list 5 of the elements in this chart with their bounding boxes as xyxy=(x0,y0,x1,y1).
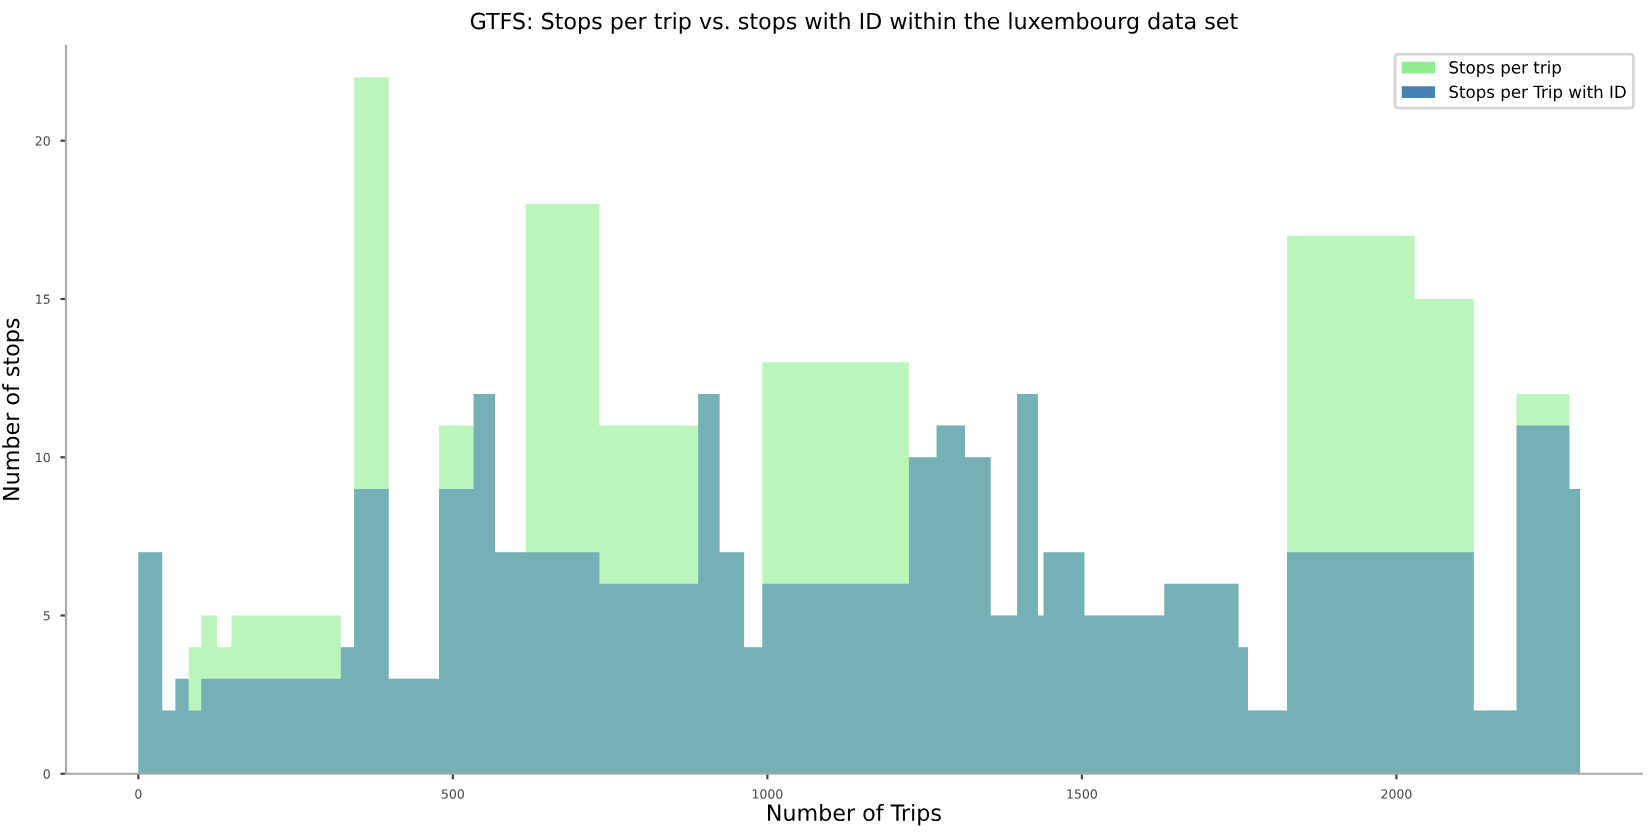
x-axis-title: Number of Trips xyxy=(768,803,941,826)
y-axis-title: Number of stops xyxy=(2,318,24,500)
legend-label: Stops per trip xyxy=(1449,60,1561,77)
legend-label: Stops per Trip with ID xyxy=(1449,85,1626,102)
chart-title: GTFS: Stops per trip vs. stops with ID within the luxembourg data set xyxy=(470,12,1238,34)
